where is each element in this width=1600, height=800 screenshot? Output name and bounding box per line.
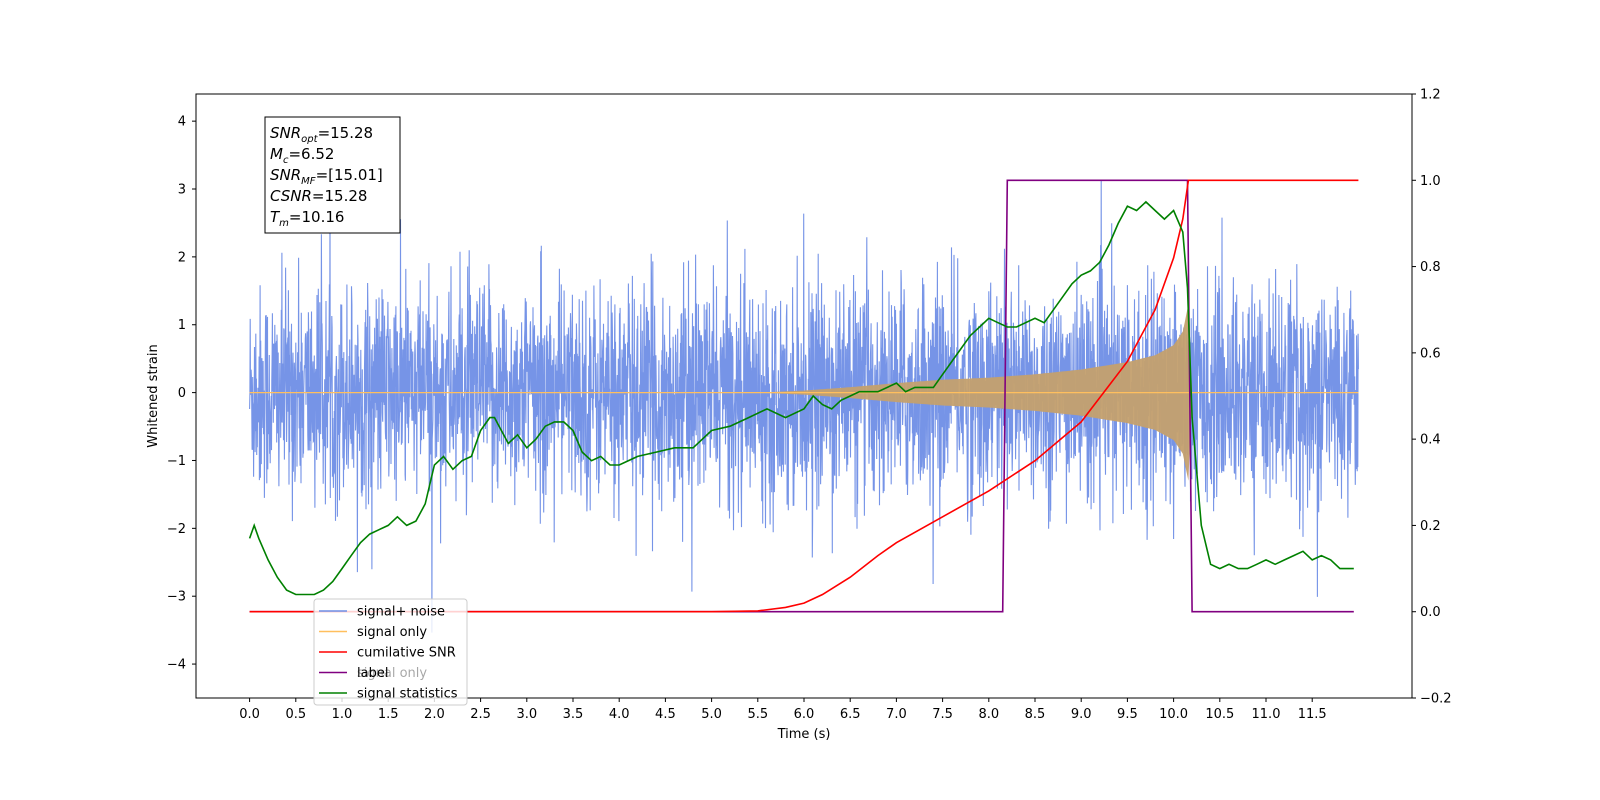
x-tick-label: 6.5: [840, 707, 861, 722]
x-tick-label: 5.0: [701, 707, 722, 722]
legend-ghost-text: signal only: [357, 666, 427, 681]
y-tick-label: −2: [167, 522, 186, 537]
legend: signal only signal+ noise signal only cumil…: [313, 598, 468, 706]
y-tick-label: 4: [178, 115, 186, 130]
x-tick-label: 2.5: [470, 707, 491, 722]
x-tick-label: 8.0: [978, 707, 999, 722]
x-tick-label: 10.0: [1159, 707, 1188, 722]
y-tick-label: 0: [178, 386, 186, 401]
x-tick-label: 4.0: [609, 707, 630, 722]
y2-tick-label: 0.4: [1420, 433, 1441, 448]
x-tick-label: 3.0: [516, 707, 537, 722]
x-tick-label: 9.5: [1117, 707, 1138, 722]
right-axis-series: [248, 179, 1359, 613]
info-line: SNRMF=[15.01]: [270, 166, 383, 187]
x-tick-label: 10.5: [1205, 707, 1234, 722]
x-tick-label: 9.0: [1071, 707, 1092, 722]
y-axis-right: 1.2 1.0 0.8 0.6 0.4 0.2 0.0 −0.2: [1412, 88, 1452, 707]
y2-tick-label: 1.0: [1420, 174, 1441, 189]
legend-label: signal+ noise: [357, 605, 445, 620]
info-box: SNRopt=15.28Mc=6.52SNRMF=[15.01]CSNR=15.…: [264, 116, 401, 234]
x-tick-label: 5.5: [747, 707, 768, 722]
y-tick-label: −3: [167, 590, 186, 605]
y-tick-label: 1: [178, 318, 186, 333]
info-line: CSNR=15.28: [270, 187, 367, 205]
series-labelline: [249, 179, 1354, 613]
legend-label: cumilative SNR: [357, 646, 456, 661]
legend-label: signal statistics: [357, 687, 458, 702]
y-axis-left: 4 3 2 1 0 −1 −2 −3 −4: [167, 115, 196, 673]
x-tick-label: 11.0: [1252, 707, 1281, 722]
y-tick-label: 2: [178, 250, 186, 265]
y-tick-label: 3: [178, 183, 186, 198]
legend-box: [313, 598, 468, 706]
x-tick-label: 1.0: [332, 707, 353, 722]
x-axis-label: Time (s): [777, 727, 831, 742]
info-line: Tm=10.16: [270, 208, 344, 229]
x-tick-label: 7.0: [886, 707, 907, 722]
x-tick-label: 7.5: [932, 707, 953, 722]
x-tick-label: 0.5: [285, 707, 306, 722]
legend-label: label: [357, 666, 388, 681]
x-tick-label: 2.0: [424, 707, 445, 722]
y2-tick-label: 0.2: [1420, 519, 1441, 534]
y2-tick-label: 0.0: [1420, 605, 1441, 620]
y2-tick-label: 1.2: [1420, 88, 1441, 103]
y-tick-label: −4: [167, 658, 186, 673]
x-axis: 0.0 0.5 1.0 1.5 2.0 2.5 3.0 3.5 4.0 4.5 5.0 5.5 6.0 6…: [239, 698, 1327, 722]
signal-only-series: [249, 304, 1359, 481]
y2-tick-label: 0.6: [1420, 346, 1441, 361]
x-tick-label: 6.0: [794, 707, 815, 722]
series-signal-statisticsline: [248, 200, 1354, 596]
series-cumilative-snrline: [249, 179, 1359, 613]
y-tick-label: −1: [167, 454, 186, 469]
y2-tick-label: 0.8: [1420, 260, 1441, 275]
x-tick-label: 4.5: [655, 707, 676, 722]
y-axis-label: Whitened strain: [146, 344, 161, 447]
x-tick-label: 1.5: [378, 707, 399, 722]
y2-tick-label: −0.2: [1420, 692, 1452, 707]
x-tick-label: 3.5: [563, 707, 584, 722]
x-tick-label: 11.5: [1298, 707, 1327, 722]
info-line: Mc=6.52: [270, 145, 334, 166]
x-tick-label: 8.5: [1025, 707, 1046, 722]
info-box-frame: [264, 116, 401, 234]
info-line: SNRopt=15.28: [270, 124, 373, 145]
x-tick-label: 0.0: [239, 707, 260, 722]
legend-label: signal only: [357, 625, 427, 640]
